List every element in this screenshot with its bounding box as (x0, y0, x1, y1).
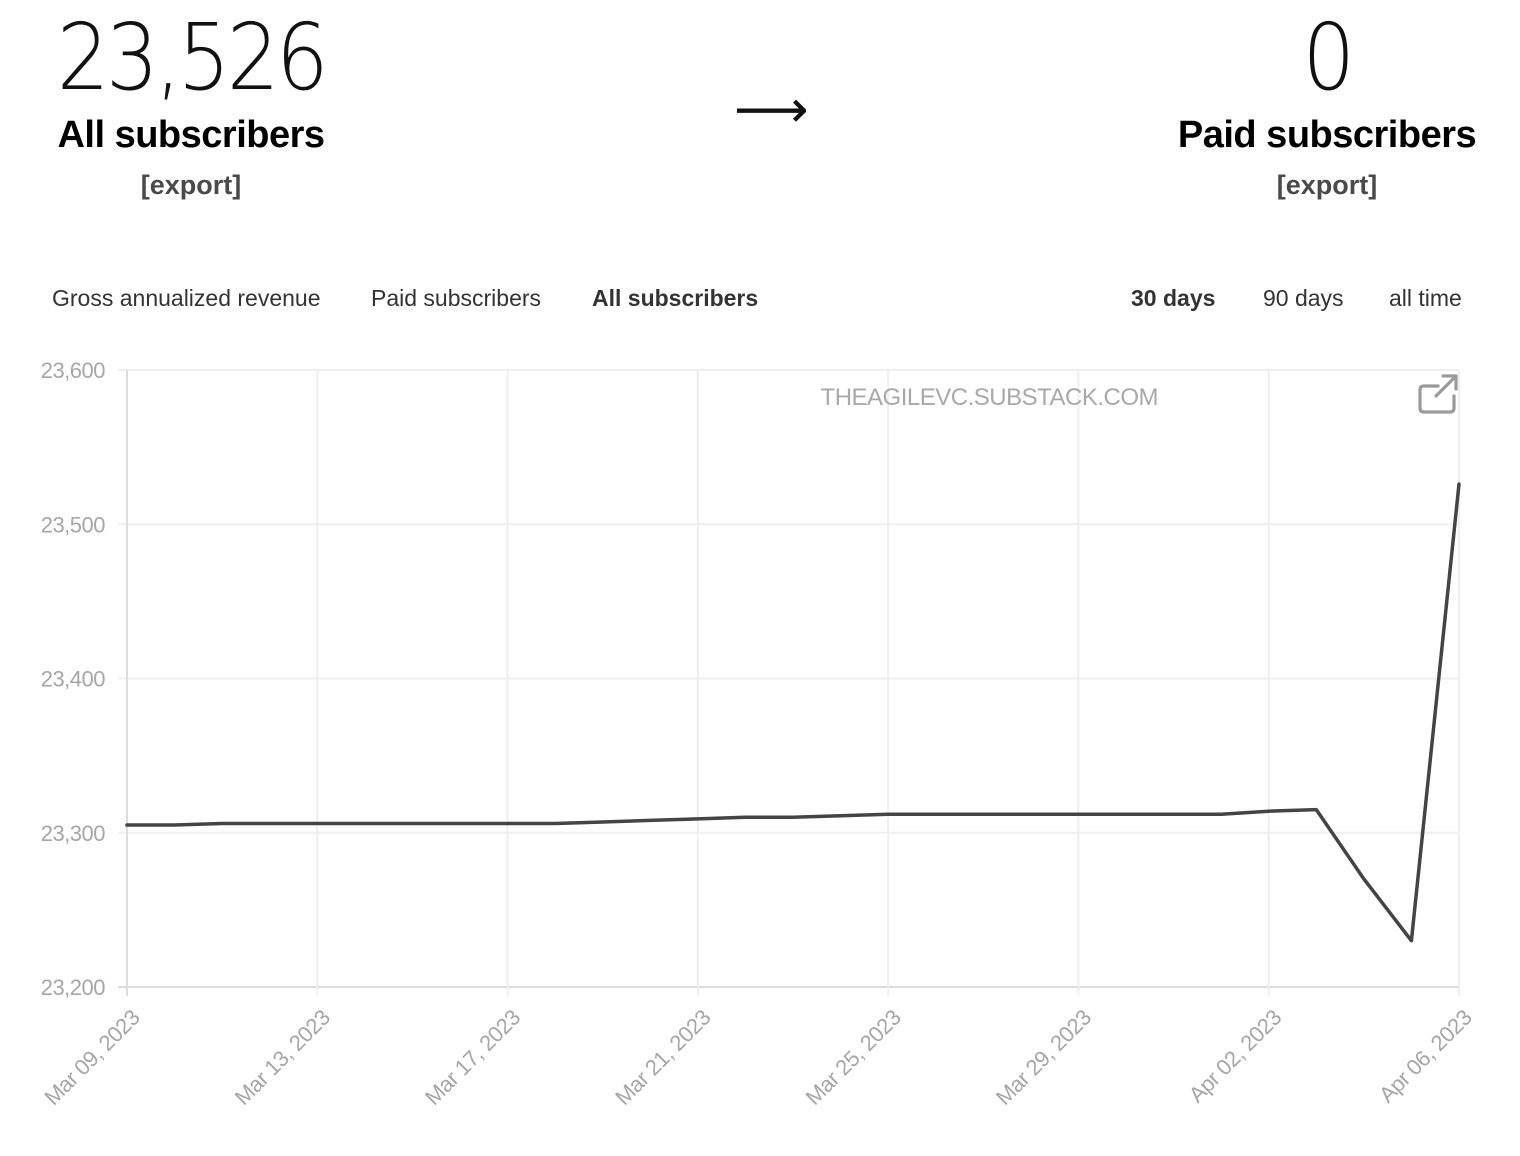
external-link-icon[interactable] (1418, 374, 1458, 414)
x-tick-label: Mar 09, 2023 (39, 1005, 144, 1110)
y-tick-label: 23,300 (41, 821, 106, 846)
paid-subscribers-label: Paid subscribers (1177, 114, 1477, 156)
tab-gross-annualized-revenue[interactable]: Gross annualized revenue (52, 285, 321, 311)
subscribers-series-line (125, 482, 1461, 943)
y-tick-label: 23,500 (41, 512, 106, 537)
all-subscribers-export-link[interactable]: [export] (140, 170, 242, 200)
x-tick-label: Apr 06, 2023 (1374, 1005, 1477, 1108)
all-subscribers-label: All subscribers (57, 114, 325, 156)
subscribers-line-chart: 23,200 23,300 23,400 23,500 23,600 Mar 09, 20… (39, 358, 1477, 1110)
tab-30-days[interactable]: 30 days (1131, 285, 1216, 311)
all-subscribers-count: 23,526 (56, 4, 329, 111)
paid-subscribers-export-link[interactable]: [export] (1276, 170, 1378, 200)
x-tick-label: Mar 25, 2023 (801, 1005, 906, 1110)
arrow-right-icon: ⟶ (734, 80, 809, 140)
y-tick-label: 23,200 (41, 975, 106, 1000)
y-tick-label: 23,600 (41, 358, 106, 383)
tab-paid-subscribers[interactable]: Paid subscribers (371, 285, 542, 311)
all-subscribers-summary: 23,526 All subscribers [export] (40, 8, 342, 202)
x-tick-label: Mar 13, 2023 (230, 1005, 335, 1110)
x-tick-label: Mar 29, 2023 (991, 1005, 1096, 1110)
tab-90-days[interactable]: 90 days (1263, 285, 1344, 311)
y-tick-label: 23,400 (41, 667, 106, 692)
paid-subscribers-summary: 0 Paid subscribers [export] (1170, 8, 1484, 202)
x-tick-label: Mar 21, 2023 (610, 1005, 715, 1110)
x-tick-label: Mar 17, 2023 (420, 1005, 525, 1110)
chart-watermark: THEAGILEVC.SUBSTACK.COM (821, 384, 1158, 411)
tab-all-subscribers[interactable]: All subscribers (592, 285, 759, 311)
x-tick-label: Apr 02, 2023 (1184, 1005, 1287, 1108)
paid-subscribers-count: 0 (1302, 4, 1355, 111)
tab-all-time[interactable]: all time (1389, 285, 1462, 311)
